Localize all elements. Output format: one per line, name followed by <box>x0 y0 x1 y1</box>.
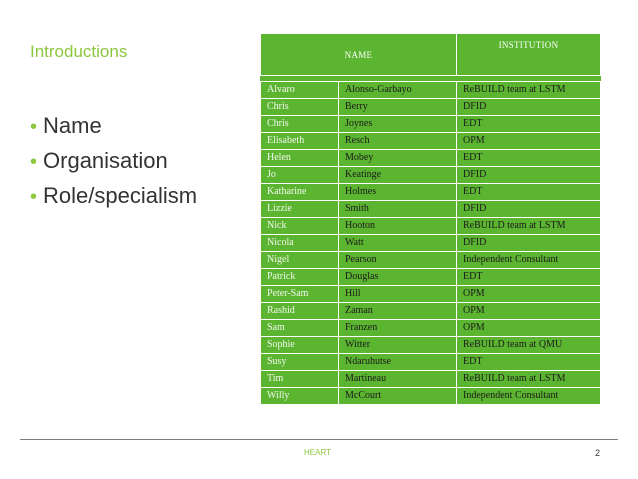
last-name-cell: Alonso-Garbayo <box>337 81 458 99</box>
last-name-cell: Hooton <box>337 217 458 235</box>
table-row: Sam Franzen OPM <box>260 319 602 337</box>
table-row: Sophie Witter ReBUILD team at QMU <box>260 336 602 354</box>
institution-cell: OPM <box>456 132 602 150</box>
institution-column-header: INSTITUTION <box>456 33 602 76</box>
institution-cell: Independent Consultant <box>456 387 602 405</box>
bullet-icon: • <box>30 151 38 173</box>
bullet-text: Role/specialism <box>43 183 198 208</box>
bullet-list: • Name • Organisation • Role/specialism <box>30 108 197 213</box>
last-name-cell: McCourt <box>337 387 458 405</box>
table-row: Nicola Watt DFID <box>260 234 602 252</box>
institution-cell: EDT <box>456 353 602 371</box>
bullet-text: Organisation <box>43 148 168 173</box>
footer-divider <box>20 439 618 440</box>
first-name-cell: Sophie <box>260 336 339 354</box>
institution-cell: OPM <box>456 285 602 303</box>
institution-cell: EDT <box>456 268 602 286</box>
table-row: Elisabeth Resch OPM <box>260 132 602 150</box>
institution-cell: EDT <box>456 149 602 167</box>
page-number: 2 <box>595 448 601 458</box>
last-name-cell: Berry <box>337 98 458 116</box>
table-row: Nick Hooton ReBUILD team at LSTM <box>260 217 602 235</box>
institution-cell: DFID <box>456 166 602 184</box>
last-name-cell: Pearson <box>337 251 458 269</box>
institution-cell: ReBUILD team at QMU <box>456 336 602 354</box>
first-name-cell: Patrick <box>260 268 339 286</box>
participants-table: NAME INSTITUTION Alvaro Alonso-Garbayo ReB… <box>259 33 602 405</box>
last-name-cell: Witter <box>337 336 458 354</box>
institution-cell: ReBUILD team at LSTM <box>456 217 602 235</box>
first-name-cell: Willy <box>260 387 339 405</box>
slide-title: Introductions <box>30 42 128 61</box>
bullet-item: • Name <box>30 108 197 143</box>
last-name-cell: Douglas <box>337 268 458 286</box>
table-row: Alvaro Alonso-Garbayo ReBUILD team at LSTM <box>260 81 602 99</box>
first-name-cell: Jo <box>260 166 339 184</box>
bullet-item: • Role/specialism <box>30 178 197 213</box>
first-name-cell: Elisabeth <box>260 132 339 150</box>
table-row: Rashid Zaman OPM <box>260 302 602 320</box>
table-row: Patrick Douglas EDT <box>260 268 602 286</box>
first-name-cell: Nicola <box>260 234 339 252</box>
first-name-cell: Chris <box>260 115 339 133</box>
first-name-cell: Peter-Sam <box>260 285 339 303</box>
last-name-cell: Watt <box>337 234 458 252</box>
institution-cell: OPM <box>456 302 602 320</box>
table-row: Nigel Pearson Independent Consultant <box>260 251 602 269</box>
table-row: Tim Martineau ReBUILD team at LSTM <box>260 370 602 388</box>
table-body: Alvaro Alonso-Garbayo ReBUILD team at LSTM… <box>260 75 602 405</box>
first-name-cell: Sam <box>260 319 339 337</box>
bullet-icon: • <box>30 116 38 138</box>
institution-cell: Independent Consultant <box>456 251 602 269</box>
table-row: Lizzie Smith DFID <box>260 200 602 218</box>
first-name-cell: Tim <box>260 370 339 388</box>
first-name-cell: Lizzie <box>260 200 339 218</box>
last-name-cell: Franzen <box>337 319 458 337</box>
first-name-cell: Chris <box>260 98 339 116</box>
last-name-cell: Ndaruhutse <box>337 353 458 371</box>
table-row: Jo Keatinge DFID <box>260 166 602 184</box>
institution-cell: DFID <box>456 98 602 116</box>
last-name-cell: Joynes <box>337 115 458 133</box>
table-row: Chris Berry DFID <box>260 98 602 116</box>
institution-cell: EDT <box>456 115 602 133</box>
table-row: Peter-Sam Hill OPM <box>260 285 602 303</box>
bullet-item: • Organisation <box>30 143 197 178</box>
last-name-cell: Smith <box>337 200 458 218</box>
last-name-cell: Hill <box>337 285 458 303</box>
first-name-cell: Katharine <box>260 183 339 201</box>
table-header-row: NAME INSTITUTION <box>259 33 602 76</box>
first-name-cell: Helen <box>260 149 339 167</box>
table-row: Helen Mobey EDT <box>260 149 602 167</box>
institution-cell: ReBUILD team at LSTM <box>456 81 602 99</box>
institution-cell: DFID <box>456 200 602 218</box>
last-name-cell: Holmes <box>337 183 458 201</box>
last-name-cell: Mobey <box>337 149 458 167</box>
table-row: Willy McCourt Independent Consultant <box>260 387 602 405</box>
first-name-cell: Nick <box>260 217 339 235</box>
last-name-cell: Zaman <box>337 302 458 320</box>
last-name-cell: Resch <box>337 132 458 150</box>
last-name-cell: Martineau <box>337 370 458 388</box>
first-name-cell: Nigel <box>260 251 339 269</box>
name-column-header: NAME <box>259 33 458 76</box>
footer-brand: HEART <box>304 448 331 457</box>
bullet-icon: • <box>30 186 38 208</box>
table-row: Chris Joynes EDT <box>260 115 602 133</box>
first-name-cell: Rashid <box>260 302 339 320</box>
table-row: Susy Ndaruhutse EDT <box>260 353 602 371</box>
institution-cell: EDT <box>456 183 602 201</box>
first-name-cell: Alvaro <box>260 81 339 99</box>
bullet-text: Name <box>43 113 102 138</box>
institution-cell: ReBUILD team at LSTM <box>456 370 602 388</box>
institution-cell: DFID <box>456 234 602 252</box>
first-name-cell: Susy <box>260 353 339 371</box>
last-name-cell: Keatinge <box>337 166 458 184</box>
table-row: Katharine Holmes EDT <box>260 183 602 201</box>
institution-cell: OPM <box>456 319 602 337</box>
